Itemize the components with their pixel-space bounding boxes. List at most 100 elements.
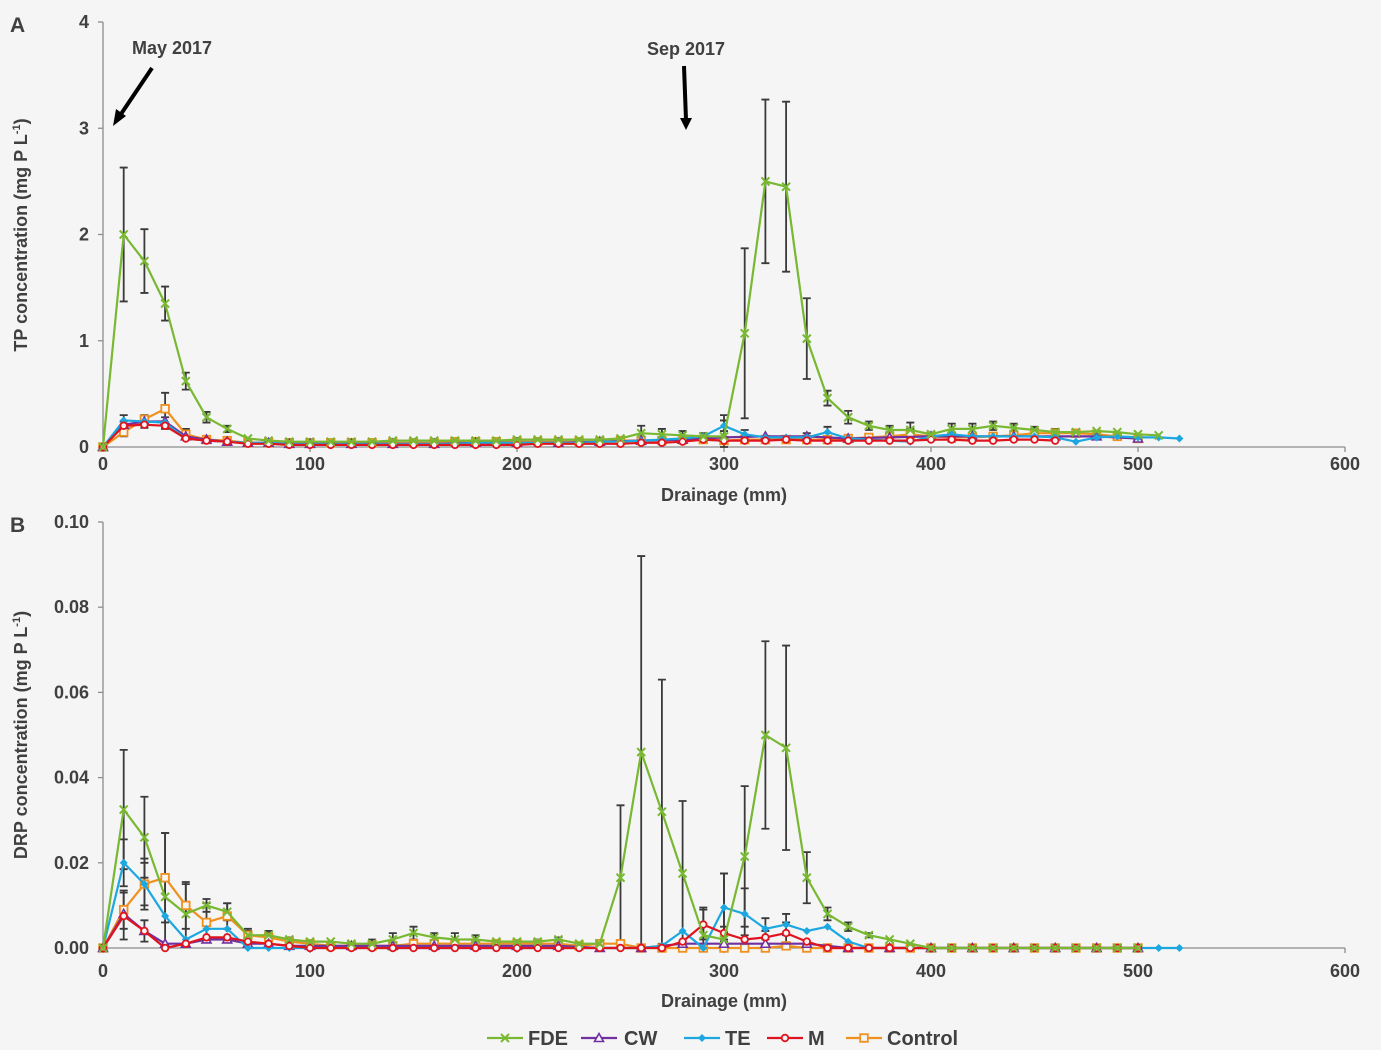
- panel-b-te-marker: [161, 912, 170, 921]
- panel-b-m-marker: [678, 937, 687, 946]
- panel-b-te-marker: [678, 926, 687, 935]
- panel-b-te-marker: [140, 880, 149, 889]
- panel-a-fde-marker: [243, 433, 253, 444]
- panel-b-fde-marker: [243, 930, 253, 940]
- panel-b-m-marker: [326, 943, 335, 953]
- panel-a-m-marker: [243, 439, 253, 449]
- panel-b-te-marker: [740, 909, 749, 918]
- panel-b-te-marker: [823, 922, 832, 931]
- panel-b-m-marker: [119, 911, 128, 921]
- panel-a-fde-marker: [98, 442, 108, 452]
- panel-a-fde-marker: [926, 429, 936, 439]
- panel-a-fde-marker: [118, 229, 129, 240]
- panel-b: B DRP concentration (mg P L-1) Drainage …: [10, 512, 1360, 1011]
- panel-b-m-marker: [802, 937, 811, 946]
- panel-b-y-tick-label: 0.02: [54, 853, 89, 873]
- panel-a-m-marker: [926, 435, 936, 444]
- legend-swatch-marker: [780, 1033, 790, 1043]
- panel-b-fde-marker: [429, 932, 439, 943]
- panel-b-te-marker: [720, 903, 728, 912]
- legend-label: FDE: [528, 1028, 568, 1050]
- panel-a-m-marker: [968, 436, 977, 445]
- panel-a-y-axis-title: TP concentration (mg P L-1): [11, 118, 31, 351]
- panel-a-fde-marker: [1009, 423, 1019, 433]
- panel-b-series-fde: [98, 730, 1143, 953]
- panel-a-fde-marker: [657, 429, 667, 439]
- panel-b-y-tick-label: 0.06: [54, 682, 89, 702]
- panel-a-fde-marker: [1050, 427, 1060, 437]
- panel-a-fde-marker: [367, 436, 377, 447]
- panel-a-control-marker: [160, 404, 170, 414]
- panel-b-m-marker: [616, 943, 625, 953]
- panel-b-fde-marker: [450, 934, 460, 945]
- panel-b-y-axis-title-main: DRP concentration (mg P L: [11, 627, 31, 859]
- panel-a-fde-marker: [905, 425, 916, 435]
- panel-a-m-marker: [1050, 436, 1060, 445]
- panel-b-control-marker: [740, 943, 750, 953]
- panel-b-x-tick-label: 0: [98, 961, 108, 981]
- panel-a-m-marker: [740, 436, 749, 445]
- panel-a-x-tick-label: 500: [1123, 454, 1153, 474]
- panel-b-x-tick-label: 300: [709, 961, 739, 981]
- panel-a-m-marker: [844, 436, 853, 445]
- panel-b-fde-marker: [905, 939, 916, 949]
- panel-b-fde-marker: [118, 804, 129, 815]
- panel-a-fde-marker: [346, 436, 357, 447]
- panel-b-m-marker: [202, 933, 211, 942]
- panel-a-fde-marker: [1133, 429, 1143, 439]
- legend-swatch-marker: [500, 1033, 510, 1043]
- panel-b-control-marker: [781, 941, 791, 951]
- annotation-arrow-may: [113, 66, 154, 126]
- panel-a-fde-marker: [139, 256, 150, 266]
- panel-a-fde-marker: [1112, 427, 1123, 437]
- panel-b-fde-marker: [615, 873, 626, 883]
- panel-a-fde-marker: [470, 435, 481, 446]
- panel-b-m-marker: [409, 943, 418, 953]
- legend-label: CW: [624, 1028, 657, 1050]
- panel-a-fde-marker: [988, 421, 998, 431]
- panel-b-y-axis-title-sup: -1: [11, 617, 23, 627]
- panel-b-fde-marker: [1050, 943, 1060, 953]
- panel-b-x-tick-label: 400: [916, 961, 946, 981]
- panel-b-te-marker: [223, 924, 232, 933]
- panel-a-fde-marker: [802, 333, 812, 344]
- panel-b-m-marker: [243, 937, 253, 946]
- panel-b-control-marker: [181, 900, 191, 911]
- panel-b-x-tick-label: 500: [1123, 961, 1153, 981]
- panel-b-fde-marker: [739, 851, 750, 862]
- panel-a-m-marker: [906, 436, 915, 445]
- panel-b-te-marker: [202, 924, 211, 933]
- panel-a-x-tick-label: 600: [1330, 454, 1360, 474]
- panel-a-m-marker: [864, 436, 874, 445]
- panel-a-fde-marker: [574, 434, 584, 445]
- panel-b-m-marker: [450, 943, 460, 953]
- panel-b-x-tick-label: 200: [502, 961, 532, 981]
- panel-a-fde-marker: [946, 424, 957, 434]
- panel-b-te-marker: [243, 944, 252, 952]
- panel-b-fde-error-bars: [119, 555, 873, 949]
- panel-a-fde-marker: [698, 431, 709, 442]
- panel-b-fde-marker: [1133, 943, 1143, 953]
- panel-b-m-marker: [554, 943, 563, 953]
- panel-a-m-marker: [802, 436, 811, 445]
- panel-a-m-marker: [637, 438, 646, 447]
- panel-b-fde-marker: [657, 806, 667, 817]
- panel-a-fde-marker: [325, 436, 336, 447]
- panel-b-m-marker: [657, 943, 667, 953]
- panel-b-fde-marker: [1071, 943, 1081, 953]
- legend-item-m: M: [767, 1028, 825, 1050]
- panel-b-m-marker: [181, 939, 190, 948]
- panel-b-fde-marker: [367, 939, 377, 949]
- panel-b-fde-marker: [181, 909, 191, 919]
- panel-b-m-marker: [285, 941, 294, 951]
- panel-a-m-marker: [181, 434, 190, 443]
- legend: FDE CW TE M Control: [487, 1028, 958, 1050]
- panel-b-m-marker: [864, 943, 874, 953]
- annotation-arrow-sep: [680, 65, 692, 130]
- panel-b-fde-marker: [512, 936, 522, 947]
- panel-a-fde-marker: [1153, 430, 1164, 441]
- panel-a-te-marker: [1092, 433, 1101, 442]
- panel-a-m-marker: [119, 421, 128, 430]
- panel-a-fde-marker: [677, 430, 688, 441]
